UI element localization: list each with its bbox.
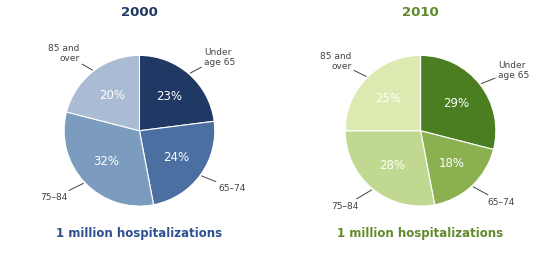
Wedge shape [345,131,435,206]
Text: 75–84: 75–84 [331,190,372,211]
Text: 25%: 25% [376,92,402,105]
Text: 28%: 28% [379,159,405,172]
Text: 85 and
over: 85 and over [320,52,366,76]
Text: 1 million hospitalizations: 1 million hospitalizations [338,227,503,240]
Wedge shape [67,55,139,131]
Title: 2010: 2010 [402,6,439,19]
Text: 75–84: 75–84 [41,183,83,202]
Text: 1 million hospitalizations: 1 million hospitalizations [57,227,222,240]
Wedge shape [421,131,493,205]
Text: 32%: 32% [94,155,119,168]
Wedge shape [345,55,421,131]
Title: 2000: 2000 [121,6,158,19]
Wedge shape [139,55,214,131]
Text: 18%: 18% [438,157,464,170]
Text: 29%: 29% [443,97,469,109]
Text: 65–74: 65–74 [202,176,246,193]
Wedge shape [64,112,153,206]
Wedge shape [139,121,215,205]
Text: 20%: 20% [99,89,125,101]
Text: Under
age 65: Under age 65 [190,48,235,73]
Text: 24%: 24% [163,151,189,164]
Text: 65–74: 65–74 [473,187,515,207]
Wedge shape [421,55,496,150]
Text: Under
age 65: Under age 65 [481,61,529,84]
Text: 85 and
over: 85 and over [48,44,92,70]
Text: 23%: 23% [156,90,183,103]
